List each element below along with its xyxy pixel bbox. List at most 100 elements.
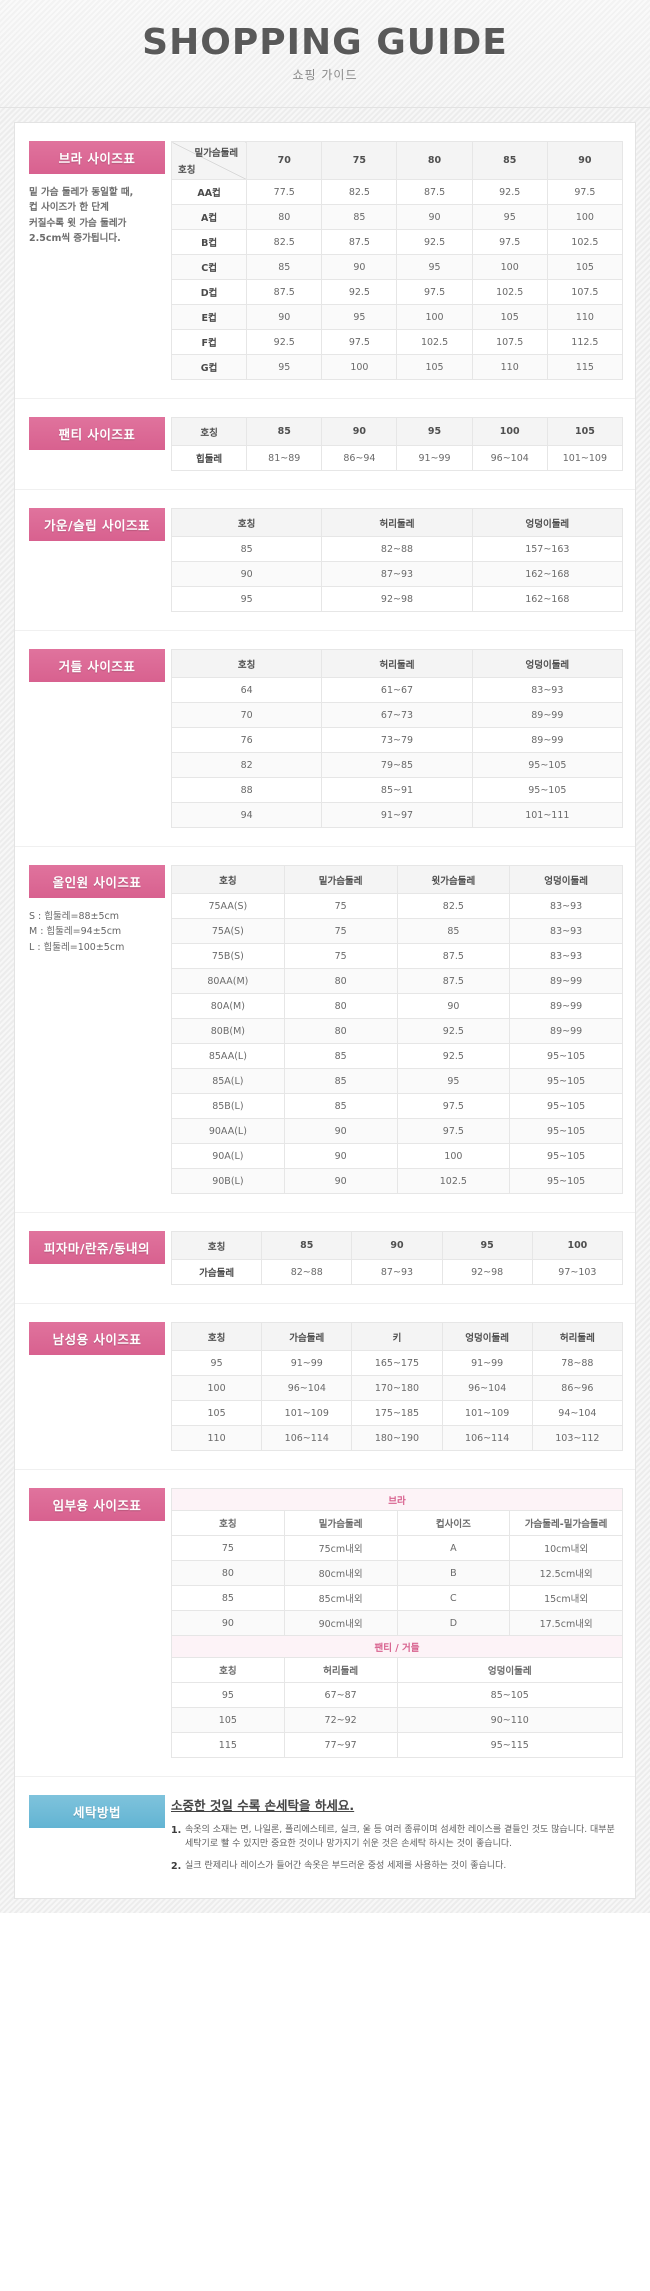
table-row: F컵 92.5 97.5 102.5 107.5 112.5 [170, 329, 624, 355]
table-cell: 75 [283, 943, 398, 969]
table-cell: G컵 [170, 354, 248, 380]
table-cell: 97.5 [396, 1093, 511, 1119]
table-row: 95 67~87 85~105 [171, 1682, 623, 1708]
table-cell: 15cm내외 [509, 1585, 623, 1611]
section-pajama: 피자마/란쥬/동내의 호칭 85 90 95 100 가슴둘레 82~88 87~93 92~… [15, 1213, 635, 1304]
label-washing-method: 세탁방법 [29, 1795, 165, 1828]
table-cell: 90A(L) [171, 1143, 285, 1169]
table-cell: 162~168 [471, 586, 624, 612]
table-cell: 90 [396, 204, 473, 230]
table-row: AA컵 77.5 82.5 87.5 92.5 97.5 [170, 179, 624, 205]
col-header: 90 [321, 417, 398, 446]
table-cell: 95 [171, 1682, 285, 1708]
table-cell: 92.5 [396, 1043, 511, 1069]
col-header: 엉덩이둘레 [471, 649, 624, 678]
label-girdle-size-chart: 거들 사이즈표 [29, 649, 165, 682]
col-header: 호칭 [170, 1322, 263, 1351]
table-cell: 97.5 [321, 329, 398, 355]
allinone-body: 호칭 밑가슴둘레 윗가슴둘레 엉덩이둘레 75AA(S) 75 82.5 83~93 75A(… [165, 865, 623, 1194]
table-cell: 100 [546, 204, 624, 230]
allinone-note: S : 힙둘레=88±5cm M : 힙둘레=94±5cm L : 힙둘레=10… [29, 911, 125, 953]
table-allinone: 호칭 밑가슴둘레 윗가슴둘레 엉덩이둘레 75AA(S) 75 82.5 83~93 75A(… [171, 865, 623, 1194]
table-cell: 78~88 [531, 1350, 624, 1376]
table-cell: 64 [170, 677, 323, 703]
col-header: 호칭 [170, 1231, 263, 1260]
table-cell: 101~109 [441, 1400, 533, 1426]
table-cell: 83~93 [471, 677, 624, 703]
label-gown-size-chart: 가운/슬립 사이즈표 [29, 508, 165, 541]
table-cell: C [396, 1585, 511, 1611]
table-cell: 가슴둘레 [170, 1259, 263, 1285]
table-row: 호칭 밑가슴둘레 70 75 80 85 90 [170, 141, 624, 180]
table-row: 80AA(M) 80 87.5 89~99 [171, 968, 623, 994]
girdle-body: 호칭 허리둘레 엉덩이둘레 64 61~67 83~93 70 67~73 89~99 76 73… [165, 649, 624, 828]
washing-side: 세탁방법 [15, 1795, 165, 1880]
table-row: 64 61~67 83~93 [170, 677, 624, 703]
label-panty-size-chart: 팬티 사이즈표 [29, 417, 165, 450]
table-cell: 105 [171, 1707, 285, 1733]
table-cell: 157~163 [471, 536, 624, 562]
col-header: 호칭 [170, 417, 248, 446]
col-header: 밑가슴둘레 [283, 865, 398, 894]
table-cell: 힙둘레 [170, 445, 248, 471]
table-cell: 80cm내외 [283, 1560, 398, 1586]
table-cell: 67~73 [321, 702, 473, 728]
table-cell: 101~109 [261, 1400, 353, 1426]
table-cell: 86~96 [531, 1375, 624, 1401]
section-girdle: 거들 사이즈표 호칭 허리둘레 엉덩이둘레 64 61~67 83~93 70 67~73 8… [15, 631, 635, 847]
col-header: 엉덩이둘레 [396, 1657, 623, 1683]
section-allinone: 올인원 사이즈표 S : 힙둘레=88±5cm M : 힙둘레=94±5cm L… [15, 847, 635, 1213]
table-cell: 96~104 [471, 445, 548, 471]
table-row: 80A(M) 80 90 89~99 [171, 993, 623, 1019]
table-row: 115 77~97 95~115 [171, 1732, 623, 1758]
table-cell: E컵 [170, 304, 248, 330]
table-cell: 85~91 [321, 777, 473, 803]
table-row: 호칭 85 90 95 100 [170, 1231, 624, 1260]
table-cell: 90cm내외 [283, 1610, 398, 1636]
table-cell: 87.5 [396, 968, 511, 994]
table-cell: 12.5cm내외 [509, 1560, 623, 1586]
col-header: 엉덩이둘레 [441, 1322, 533, 1351]
table-row: 80B(M) 80 92.5 89~99 [171, 1018, 623, 1044]
washing-item-text: 실크 란제리나 레이스가 들어간 속옷은 부드러운 중성 세제를 사용하는 것이… [185, 1860, 507, 1871]
table-cell: 91~99 [396, 445, 473, 471]
table-cell: 85cm내외 [283, 1585, 398, 1611]
table-row: 105 72~92 90~110 [171, 1707, 623, 1733]
table-row: 88 85~91 95~105 [170, 777, 624, 803]
washing-list: 1. 속옷의 소재는 면, 나일론, 폴리에스테르, 실크, 울 등 여러 종류이… [171, 1823, 623, 1873]
table-cell: 95 [396, 1068, 511, 1094]
col-header: 호칭 [170, 649, 323, 678]
table-cell: 95 [321, 304, 398, 330]
table-cell: 85 [396, 918, 511, 944]
col-header: 95 [396, 417, 473, 446]
table-cell: 82.5 [396, 893, 511, 919]
table-cell: 85 [283, 1093, 398, 1119]
section-mens: 남성용 사이즈표 호칭 가슴둘레 키 엉덩이둘레 허리둘레 95 91~99 165~175… [15, 1304, 635, 1470]
table-row: 90 87~93 162~168 [170, 561, 624, 587]
table-row: 호칭 허리둘레 엉덩이둘레 [170, 649, 624, 678]
col-header: 허리둘레 [321, 508, 473, 537]
table-cell: 75B(S) [171, 943, 285, 969]
col-header: 윗가슴둘레 [396, 865, 511, 894]
table-bra: 호칭 밑가슴둘레 70 75 80 85 90 AA컵 77.5 82.5 87.5 9… [170, 141, 624, 380]
table-cell: 97.5 [546, 179, 624, 205]
col-header: 70 [246, 141, 323, 180]
table-row: 호칭 허리둘레 엉덩이둘레 [171, 1657, 623, 1683]
table-cell: 89~99 [509, 968, 623, 994]
table-cell: 115 [546, 354, 624, 380]
maternity-body: 브라 호칭 밑가슴둘레 컵사이즈 가슴둘레-밑가슴둘레 75 75cm내외 A 10cm내외 80… [165, 1488, 623, 1758]
girdle-rows: 64 61~67 83~93 70 67~73 89~99 76 73~79 89~99 82 79… [170, 677, 624, 828]
col-header: 85 [261, 1231, 353, 1260]
table-cell: 96~104 [261, 1375, 353, 1401]
table-row: E컵 90 95 100 105 110 [170, 304, 624, 330]
table-cell: 95~105 [509, 1168, 623, 1194]
table-cell: 95~115 [396, 1732, 623, 1758]
table-cell: 85 [246, 254, 323, 280]
table-cell: 86~94 [321, 445, 398, 471]
table-cell: 10cm내외 [509, 1535, 623, 1561]
table-cell: 80 [283, 993, 398, 1019]
col-header: 호칭 [171, 865, 285, 894]
page-subtitle: 쇼핑 가이드 [292, 68, 358, 83]
bra-corner-label-right: 밑가슴둘레 [194, 148, 239, 159]
table-row: 100 96~104 170~180 96~104 86~96 [170, 1375, 624, 1401]
